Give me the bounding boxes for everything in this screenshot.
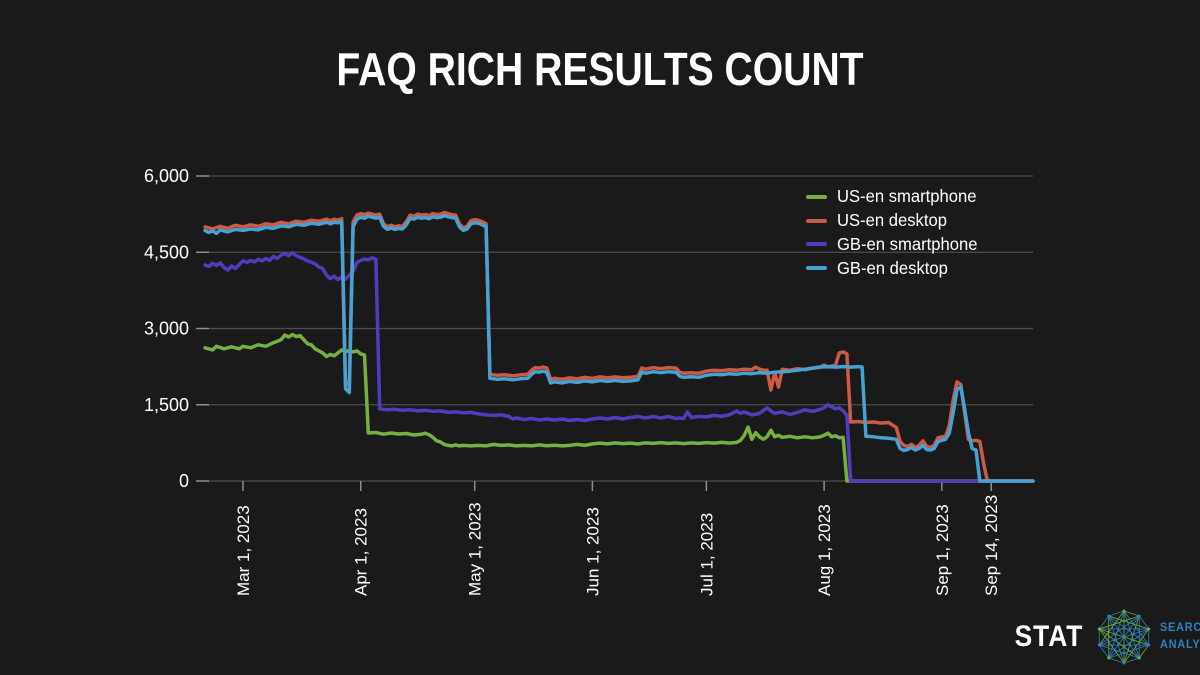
x-tick-label: Apr 1, 2023 xyxy=(352,508,371,596)
y-tick-label: 4,500 xyxy=(144,242,189,262)
y-tick-label: 3,000 xyxy=(144,319,189,339)
legend-item-us-smartphone: US-en smartphone xyxy=(806,185,985,209)
network-node xyxy=(1137,656,1141,660)
page-title: FAQ RICH RESULTS COUNT xyxy=(336,43,864,95)
legend: US-en smartphone US-en desktop GB-en sma… xyxy=(806,185,985,280)
network-edge xyxy=(1108,615,1140,659)
network-edge xyxy=(1108,644,1149,659)
legend-item-gb-smartphone: GB-en smartphone xyxy=(806,233,985,257)
network-edge xyxy=(1123,610,1140,617)
y-tick-label: 0 xyxy=(179,471,189,491)
series-line-gb-en-desktop xyxy=(203,213,1035,483)
data-series xyxy=(203,210,1035,483)
network-edge xyxy=(1099,644,1140,659)
network-edge xyxy=(1108,615,1125,664)
network-edge xyxy=(1099,615,1140,630)
network-edge xyxy=(1108,657,1125,664)
legend-label: GB-en smartphone xyxy=(837,233,978,254)
x-tick-label: May 1, 2023 xyxy=(466,502,485,596)
network-edge xyxy=(1123,610,1149,646)
x-tick-label: Sep 14, 2023 xyxy=(982,495,1001,596)
tagline-line1: SEARCH xyxy=(1159,622,1200,635)
legend-item-us-desktop: US-en desktop xyxy=(806,209,985,233)
y-tick-label: 6,000 xyxy=(144,166,189,186)
network-edge xyxy=(1098,610,1125,646)
network-sphere-icon xyxy=(1097,609,1151,665)
network-edge xyxy=(1098,628,1140,659)
stat-logo: STAT SEARCH ANALYTICS xyxy=(1010,606,1200,668)
network-edge xyxy=(1098,615,1140,646)
x-tick-label: Jul 1, 2023 xyxy=(697,513,716,596)
x-tick-label: Mar 1, 2023 xyxy=(234,505,253,596)
legend-swatch-gb-smartphone xyxy=(806,242,827,247)
x-tick-label: Sep 1, 2023 xyxy=(933,504,952,596)
network-edge xyxy=(1108,615,1149,630)
legend-label: US-en smartphone xyxy=(837,186,977,207)
network-node xyxy=(1097,627,1101,631)
series-line-gb-en-smartphone xyxy=(203,251,1035,483)
network-edge xyxy=(1108,610,1125,659)
network-node xyxy=(1122,609,1126,613)
legend-swatch-us-desktop xyxy=(806,218,827,223)
network-edge xyxy=(1138,615,1149,630)
x-axis-labels: Mar 1, 2023 Apr 1, 2023 May 1, 2023 Jun 1, … xyxy=(234,495,1001,596)
network-edge xyxy=(1108,615,1149,646)
legend-label: GB-en desktop xyxy=(837,257,948,278)
network-node xyxy=(1122,661,1126,665)
stat-wordmark: STAT xyxy=(1014,620,1084,653)
y-axis-labels: 0 1,500 3,000 4,500 6,000 xyxy=(144,166,189,491)
y-axis-ticks xyxy=(196,175,209,482)
network-edge xyxy=(1098,615,1109,630)
network-node xyxy=(1137,614,1141,618)
network-edge xyxy=(1123,657,1140,664)
network-edge xyxy=(1098,628,1125,664)
network-node xyxy=(1107,614,1111,618)
network-node xyxy=(1107,656,1111,660)
legend-swatch-us-smartphone xyxy=(806,194,827,199)
network-node xyxy=(1097,643,1101,647)
x-tick-label: Jun 1, 2023 xyxy=(583,507,602,596)
network-edge xyxy=(1108,610,1125,617)
series-line-us-en-desktop xyxy=(203,210,1035,483)
series-line-us-en-smartphone xyxy=(203,332,1035,483)
network-edge xyxy=(1123,628,1149,664)
network-node xyxy=(1147,643,1151,647)
legend-swatch-gb-desktop xyxy=(806,266,827,271)
x-tick-label: Aug 1, 2023 xyxy=(815,504,834,596)
stat-tagline: SEARCH ANALYTICS xyxy=(1160,620,1200,653)
tagline-line2: ANALYTICS xyxy=(1159,639,1200,651)
y-tick-label: 1,500 xyxy=(144,395,189,415)
network-edge xyxy=(1098,644,1109,659)
legend-item-gb-desktop: GB-en desktop xyxy=(806,256,985,280)
legend-label: US-en desktop xyxy=(837,209,947,230)
network-node xyxy=(1147,627,1151,631)
network-edge xyxy=(1138,644,1149,659)
